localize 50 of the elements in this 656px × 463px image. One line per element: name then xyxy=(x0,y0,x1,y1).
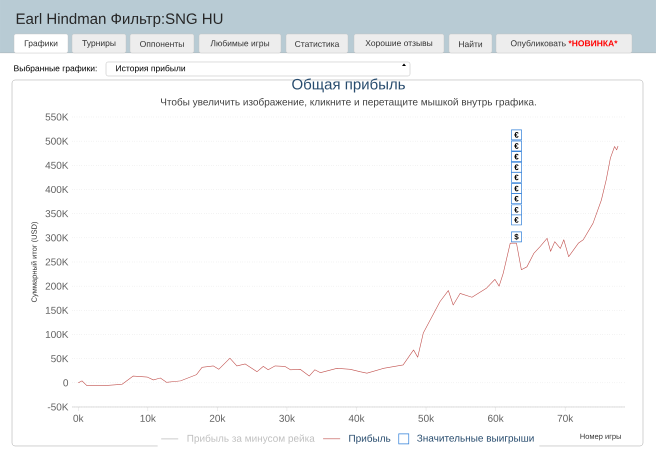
data-label: € xyxy=(514,143,519,149)
y-tick-label: 100K xyxy=(46,330,68,338)
y-tick-label: -50K xyxy=(48,403,68,411)
y-tick-label: 200K xyxy=(46,282,68,290)
y-tick-label: 550K xyxy=(46,113,68,121)
y-tick-label: 500K xyxy=(46,138,68,145)
text: Графики xyxy=(24,40,58,48)
text: Выбранные графики: xyxy=(14,64,97,73)
x-tick-label: 70k xyxy=(558,414,574,422)
data-label: € xyxy=(514,217,519,223)
data-label: € xyxy=(514,196,519,202)
y-tick-label: 450K xyxy=(45,162,68,169)
text: История прибыли xyxy=(116,64,186,73)
text: Любимые игры xyxy=(210,40,270,48)
data-label: € xyxy=(514,154,519,160)
text: Опубликовать xyxy=(510,40,566,48)
x-tick-label: 0k xyxy=(73,414,84,422)
x-tick-label: 50k xyxy=(418,414,434,422)
text: Турниры xyxy=(82,40,116,48)
text: Статистика xyxy=(295,40,340,47)
x-tick-label: 20k xyxy=(210,414,226,422)
y-tick-label: 0 xyxy=(63,379,68,386)
text: * xyxy=(568,40,572,44)
y-tick-label: 50K xyxy=(51,355,68,362)
x-tick-label: 40k xyxy=(348,414,365,422)
text: Earl Hindman Фильтр:SNG HU xyxy=(16,13,222,27)
chart-title: Общая прибыль xyxy=(292,78,405,92)
data-label: € xyxy=(514,132,519,138)
legend-label: Прибыль xyxy=(349,434,390,444)
y-tick-label: 300K xyxy=(46,234,68,242)
chart-subtitle: Чтобы увеличить изображение, кликните и перетащите мышкой внутрь графика. xyxy=(161,98,536,108)
text: * xyxy=(614,40,618,44)
text: Оппоненты xyxy=(140,40,184,47)
y-tick-label: 350K xyxy=(46,210,68,218)
legend-label: Значительные выигрыши xyxy=(417,434,534,444)
x-tick-label: 10k xyxy=(140,414,156,422)
data-label: € xyxy=(514,186,519,192)
y-tick-label: 150K xyxy=(46,306,68,314)
x-tick-label: 60k xyxy=(488,414,504,422)
data-label: € xyxy=(514,206,519,213)
x-tick-label: 30k xyxy=(279,414,296,422)
data-label: € xyxy=(514,164,519,170)
y-tick-label: 400K xyxy=(45,186,68,194)
y-tick-label: 250K xyxy=(46,258,68,266)
text: Найти xyxy=(459,40,482,48)
data-label: $ xyxy=(514,234,519,240)
text: НОВИНКА xyxy=(572,40,614,46)
data-label: € xyxy=(514,174,519,180)
text: Хорошие отзывы xyxy=(365,40,432,48)
text: Прибыль за минусом рейка xyxy=(188,434,315,444)
